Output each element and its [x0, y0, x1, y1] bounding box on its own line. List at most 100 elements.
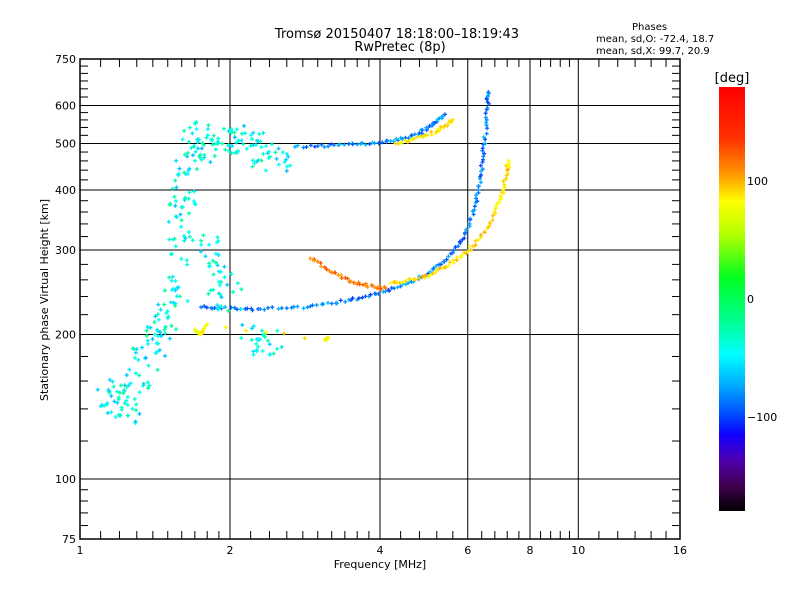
- data-point: [304, 144, 309, 149]
- data-point: [222, 264, 227, 269]
- data-point: [269, 142, 274, 147]
- data-point: [189, 145, 194, 150]
- data-point: [363, 294, 368, 299]
- data-point: [478, 180, 483, 185]
- data-point: [211, 272, 216, 277]
- data-point: [107, 390, 112, 395]
- data-point: [409, 133, 414, 138]
- data-point: [185, 299, 190, 304]
- data-point: [368, 292, 373, 297]
- data-point: [419, 131, 424, 136]
- data-point: [207, 263, 212, 268]
- data-point: [480, 167, 485, 172]
- data-point: [113, 415, 118, 420]
- x-tick-labels: 1 2 4 6 8 10 16: [77, 544, 688, 557]
- data-point: [206, 291, 211, 296]
- x-tick-label: 16: [673, 544, 687, 557]
- data-point: [162, 302, 167, 307]
- data-point: [112, 399, 117, 404]
- stats-o-values: -72.4, 18.7: [659, 34, 715, 45]
- data-point: [169, 323, 174, 328]
- data-point: [411, 136, 416, 141]
- data-point: [483, 111, 488, 116]
- data-point: [213, 147, 218, 152]
- data-point: [285, 164, 290, 169]
- data-point: [192, 199, 197, 204]
- data-point: [343, 275, 348, 280]
- data-point: [107, 377, 112, 382]
- data-point: [289, 305, 294, 310]
- data-point: [206, 123, 211, 128]
- data-point: [167, 336, 172, 341]
- data-point: [172, 236, 177, 241]
- data-point: [346, 141, 351, 146]
- stats-o-mode: mean, sd,O: -72.4, 18.7: [596, 34, 714, 45]
- data-point: [264, 144, 269, 149]
- data-point: [216, 269, 221, 274]
- data-point: [442, 259, 447, 264]
- data-point: [305, 305, 310, 310]
- data-point: [165, 309, 170, 314]
- data-point: [132, 397, 137, 402]
- data-point: [254, 341, 259, 346]
- data-point: [464, 227, 469, 232]
- data-point: [122, 388, 127, 393]
- data-point: [229, 271, 234, 276]
- data-point: [407, 276, 412, 281]
- data-point: [225, 282, 230, 287]
- data-point: [261, 151, 266, 156]
- data-point: [205, 127, 210, 132]
- data-point: [185, 262, 190, 267]
- data-point: [431, 266, 436, 271]
- data-point: [192, 189, 197, 194]
- data-point: [230, 143, 235, 148]
- data-point: [183, 196, 188, 201]
- data-point: [459, 253, 464, 258]
- data-point: [480, 146, 485, 151]
- data-point: [263, 332, 268, 337]
- data-point: [264, 330, 269, 335]
- data-point: [173, 199, 178, 204]
- data-point: [212, 305, 217, 310]
- data-point: [134, 408, 139, 413]
- data-point: [133, 350, 138, 355]
- data-point: [501, 187, 506, 192]
- data-point: [152, 320, 157, 325]
- data-point: [478, 232, 483, 237]
- data-point: [505, 171, 510, 176]
- data-point: [471, 212, 476, 217]
- data-point: [115, 400, 120, 405]
- data-point: [308, 256, 313, 261]
- data-point: [213, 251, 218, 256]
- data-point: [476, 188, 481, 193]
- data-point: [226, 308, 231, 313]
- x-tick-label: 1: [77, 544, 84, 557]
- data-point: [95, 387, 100, 392]
- data-point: [438, 124, 443, 129]
- data-point: [430, 271, 435, 276]
- data-point: [153, 314, 158, 319]
- data-point: [467, 221, 472, 226]
- x-tick-label: 6: [464, 544, 471, 557]
- data-point: [190, 153, 195, 158]
- data-point: [229, 305, 234, 310]
- data-point: [156, 317, 161, 322]
- data-point: [258, 307, 263, 312]
- grid-lines: [80, 59, 680, 539]
- data-point: [376, 291, 381, 296]
- data-point: [286, 154, 291, 159]
- data-point: [183, 152, 188, 157]
- data-point: [216, 238, 221, 243]
- data-point: [155, 327, 160, 332]
- data-point: [118, 413, 123, 418]
- data-point: [284, 151, 289, 156]
- data-point: [319, 142, 324, 147]
- data-point: [186, 230, 191, 235]
- data-point: [171, 300, 176, 305]
- data-point: [457, 239, 462, 244]
- data-point: [178, 212, 183, 217]
- data-point: [380, 140, 385, 145]
- data-point: [486, 93, 491, 98]
- data-point: [331, 143, 336, 148]
